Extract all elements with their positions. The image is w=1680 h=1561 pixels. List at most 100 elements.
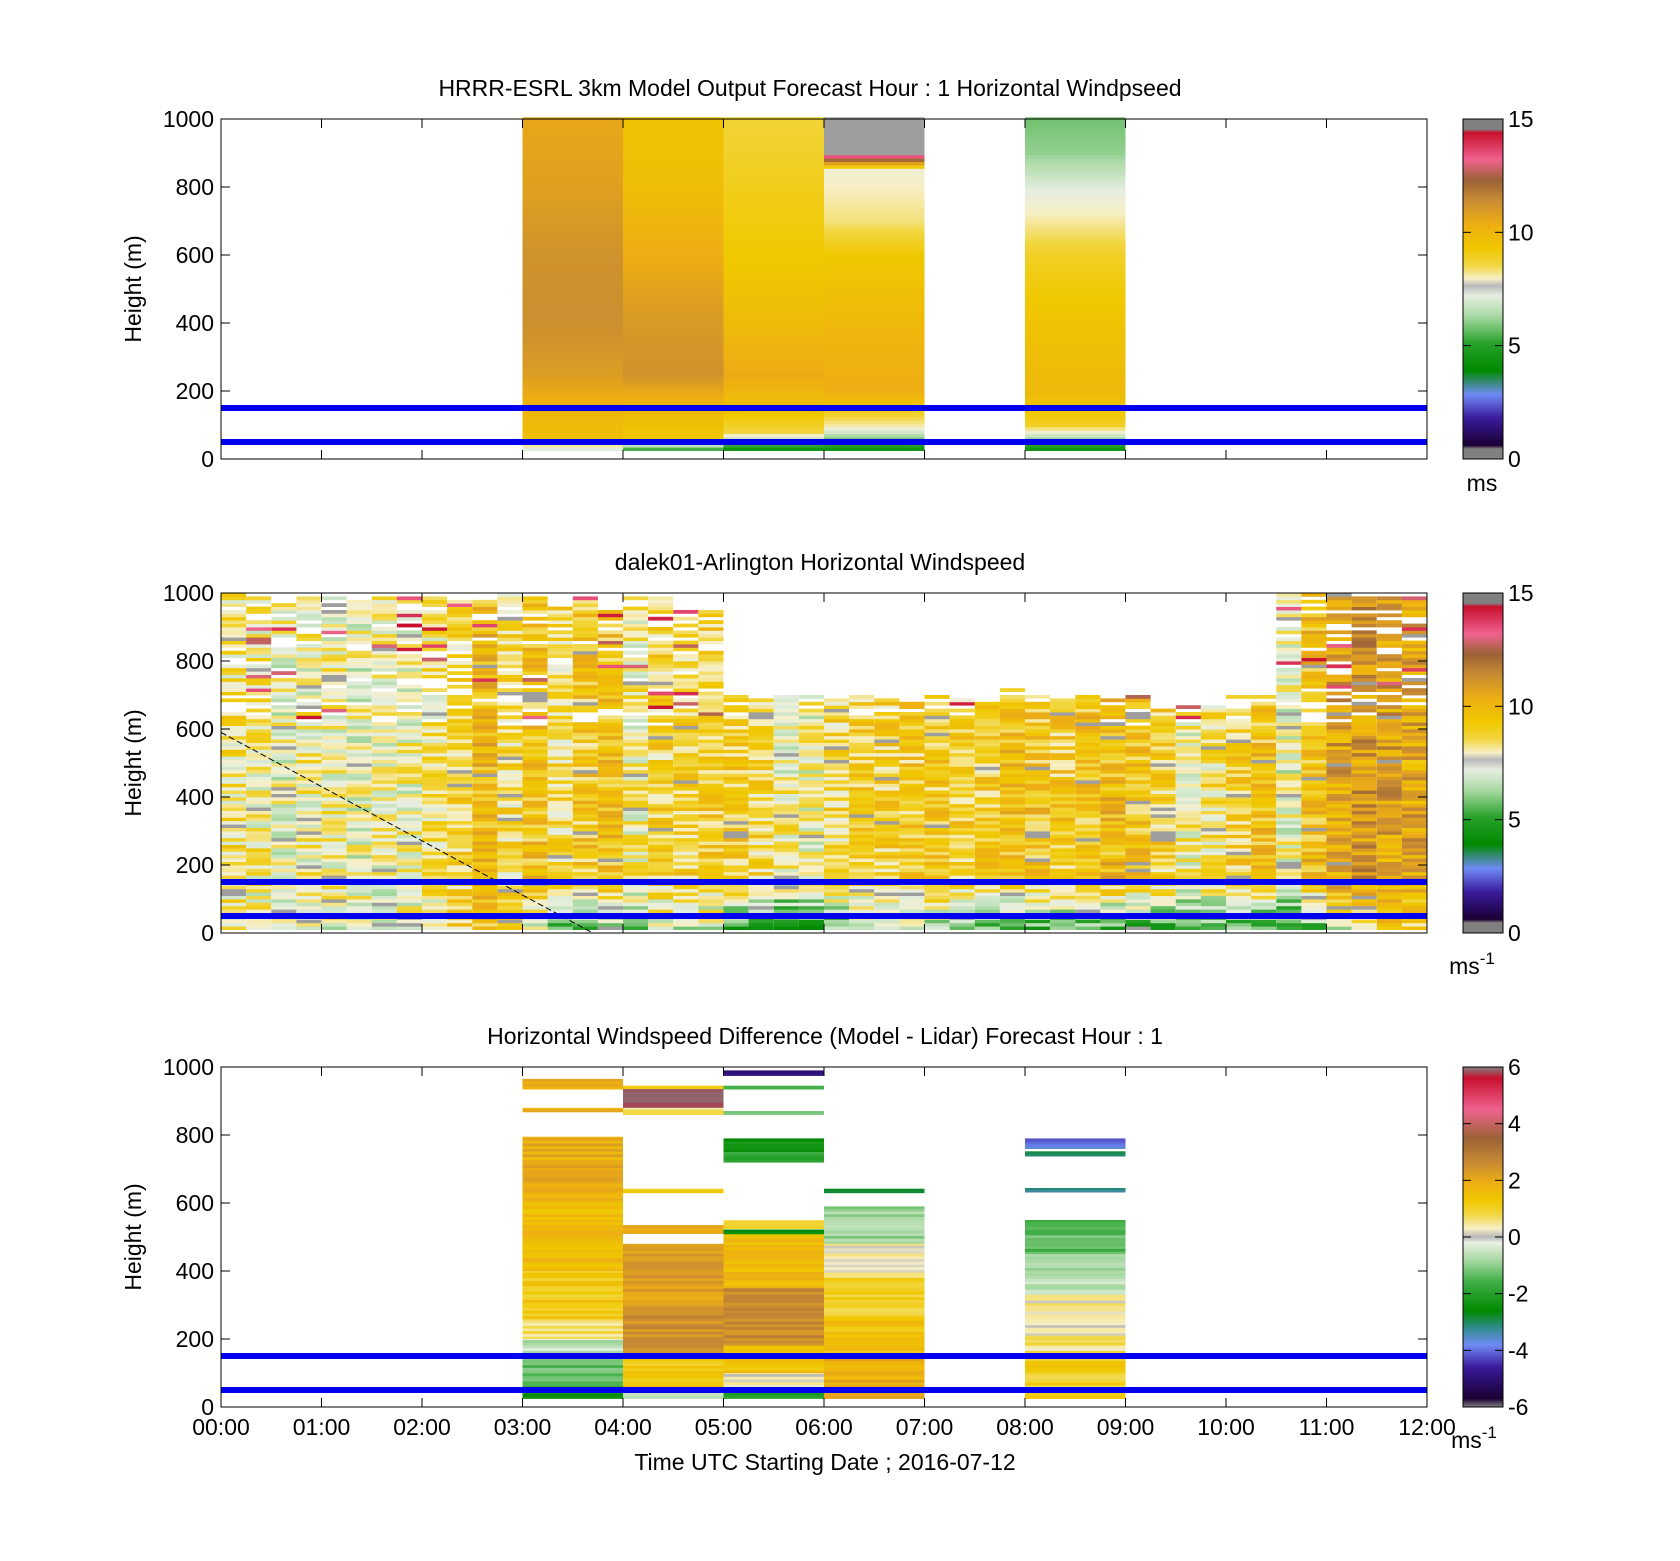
model-cell (723, 314, 824, 319)
lidar-cell (1251, 708, 1277, 713)
lidar-cell (472, 712, 498, 716)
model-cell (623, 219, 724, 224)
difference-cell (1025, 1294, 1126, 1298)
lidar-cell (572, 875, 598, 879)
lidar-cell (472, 892, 498, 896)
lidar-cell (723, 786, 749, 791)
model-cell (1025, 409, 1126, 414)
lidar-cell (949, 732, 975, 737)
lidar-cell (974, 892, 1000, 896)
model-cell (623, 222, 724, 227)
lidar-cell (1200, 902, 1226, 907)
lidar-cell (648, 630, 674, 635)
lidar-cell (1200, 827, 1226, 832)
model-colorbar-gradient (1462, 118, 1504, 460)
lidar-cell (221, 834, 247, 839)
lidar-cell (974, 851, 1000, 856)
lidar-cell (296, 667, 322, 672)
model-cell (824, 266, 925, 271)
lidar-cell (1075, 749, 1101, 754)
lidar-cell (1075, 834, 1101, 839)
lidar-cell (422, 926, 448, 930)
lidar-cell (673, 776, 699, 781)
lidar-cell (698, 671, 724, 675)
lidar-cell (572, 861, 598, 866)
difference-cell (623, 1302, 724, 1306)
model-cell (522, 246, 623, 251)
lidar-cell (623, 729, 649, 733)
lidar-cell (296, 616, 322, 621)
lidar-cell (522, 661, 548, 665)
lidar-cell (1401, 926, 1427, 930)
lidar-cell (1276, 848, 1302, 852)
lidar-cell (849, 698, 875, 703)
lidar-cell (371, 875, 397, 879)
lidar-cell (1200, 851, 1226, 856)
colorbar-tick-label: 5 (1508, 333, 1521, 359)
lidar-cell (1301, 858, 1327, 862)
difference-cell (623, 1266, 724, 1270)
difference-cell (723, 1373, 824, 1375)
lidar-cell (773, 868, 799, 873)
model-cell (623, 154, 724, 159)
lidar-cell (1200, 837, 1226, 842)
lidar-cell (472, 837, 498, 842)
colorbar-tick-label: 4 (1508, 1111, 1521, 1137)
lidar-cell (296, 695, 322, 699)
lidar-cell (1050, 909, 1076, 913)
lidar-cell (824, 783, 850, 788)
lidar-cell (522, 892, 548, 896)
colorbar-tick-label: 0 (1508, 446, 1521, 472)
difference-cell (623, 1395, 724, 1399)
lidar-cell (999, 868, 1025, 873)
lidar-cell (698, 667, 724, 672)
model-cell (824, 321, 925, 326)
model-cell (824, 212, 925, 217)
lidar-cell (748, 790, 774, 794)
lidar-cell (648, 902, 674, 907)
lidar-cell (1050, 807, 1076, 811)
lidar-cell (1326, 715, 1352, 720)
lidar-cell (1351, 613, 1377, 618)
lidar-cell (949, 820, 975, 825)
lidar-cell (1226, 854, 1252, 859)
lidar-cell (949, 827, 975, 832)
model-cell (723, 209, 824, 213)
lidar-cell (1351, 644, 1377, 648)
lidar-cell (271, 732, 297, 737)
lidar-cell (999, 715, 1025, 720)
lidar-cell (396, 902, 422, 907)
lidar-cell (1125, 701, 1151, 706)
lidar-cell (1075, 807, 1101, 811)
lidar-cell (1050, 844, 1076, 849)
model-cell (824, 175, 925, 179)
lidar-cell (271, 820, 297, 825)
lidar-cell (1050, 837, 1076, 842)
lidar-cell (346, 875, 372, 879)
lidar-cell (1326, 865, 1352, 869)
lidar-cell (1351, 681, 1377, 686)
lidar-cell (1050, 701, 1076, 706)
lidar-cell (346, 790, 372, 794)
lidar-cell (798, 695, 824, 699)
lidar-cell (246, 773, 272, 777)
lidar-cell (623, 854, 649, 859)
lidar-cell (321, 793, 347, 798)
difference-cell (522, 1373, 623, 1377)
lidar-cell (1125, 715, 1151, 720)
lidar-cell (472, 695, 498, 699)
lidar-cell (547, 715, 573, 720)
lidar-cell (321, 732, 347, 737)
lidar-cell (673, 644, 699, 648)
difference-cell (1025, 1297, 1126, 1301)
lidar-cell (1376, 657, 1402, 662)
lidar-cell (221, 820, 247, 825)
difference-cell (824, 1256, 925, 1260)
lidar-cell (773, 895, 799, 900)
lidar-cell (1150, 895, 1176, 900)
lidar-cell (497, 895, 523, 900)
lidar-cell (1276, 691, 1302, 696)
difference-cell (522, 1330, 623, 1334)
lidar-cell (623, 902, 649, 907)
lidar-cell (547, 749, 573, 754)
